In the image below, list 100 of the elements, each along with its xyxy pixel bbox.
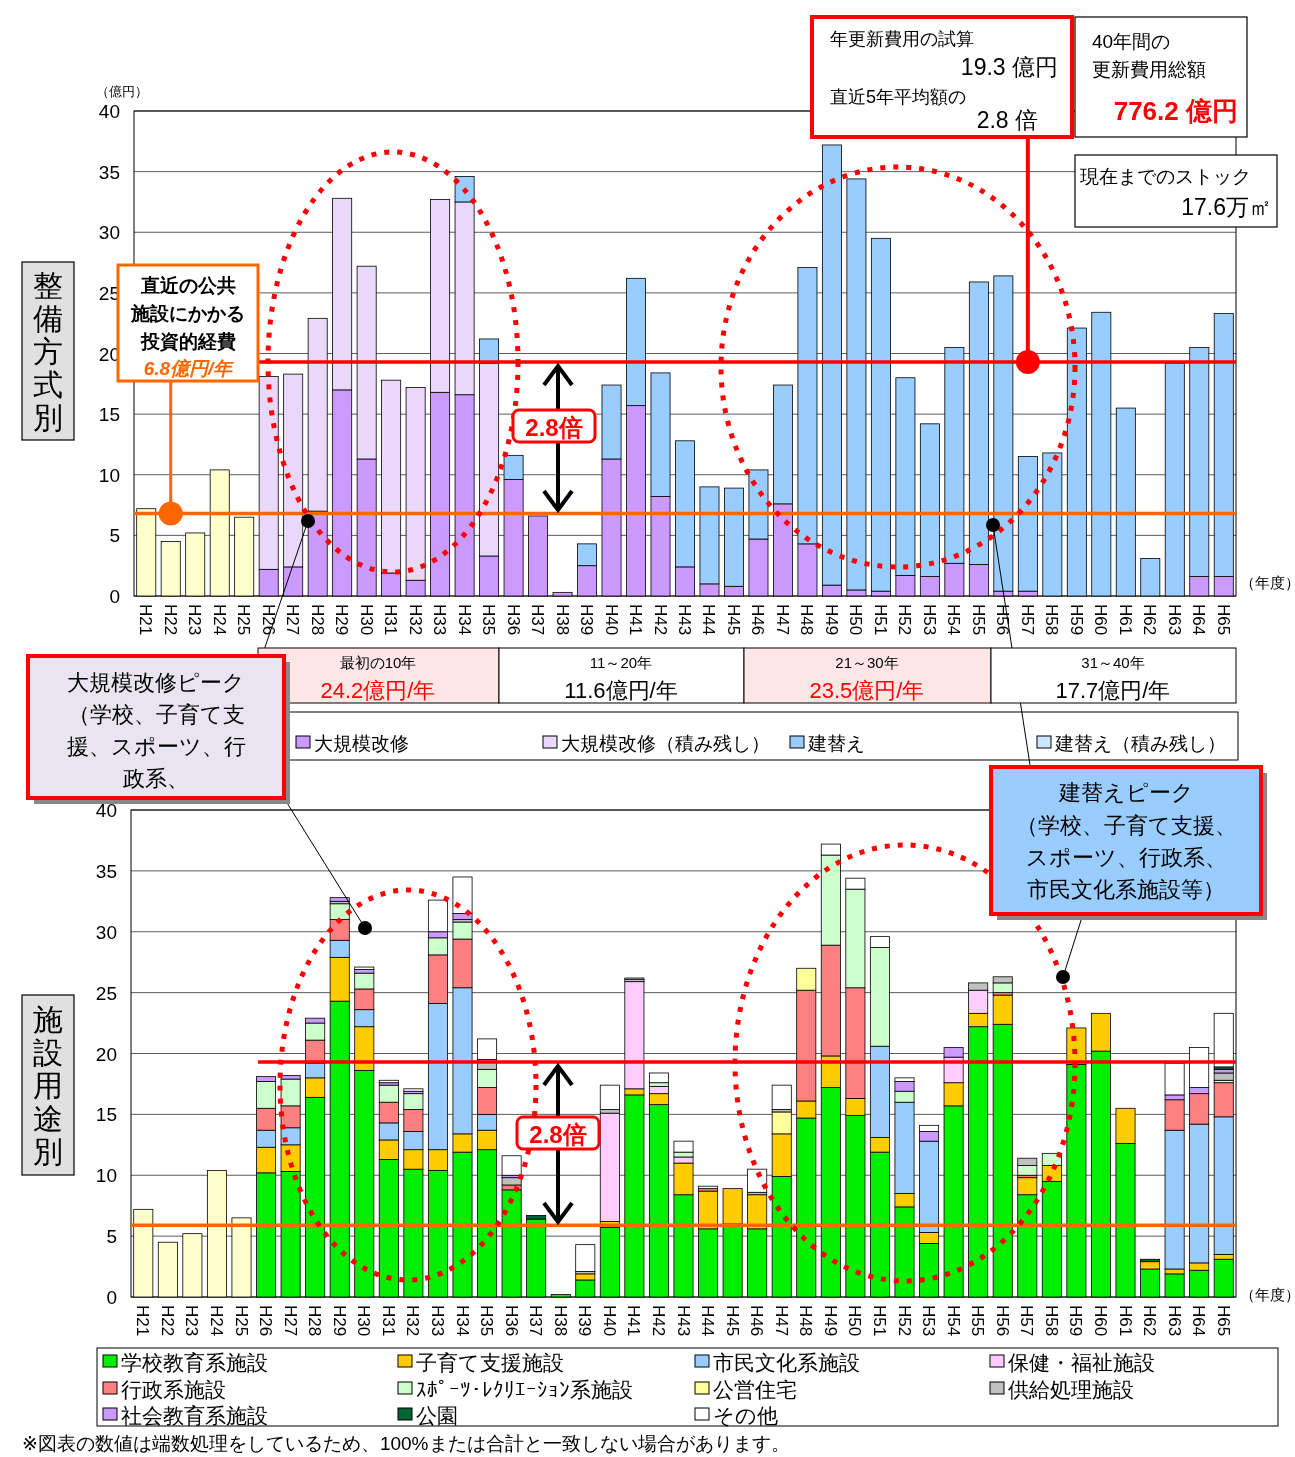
legend-label: 公園	[416, 1403, 458, 1427]
text: （年度）	[1240, 1286, 1295, 1303]
x-tick-label: H38	[550, 1305, 570, 1337]
x-tick-label: H21	[136, 604, 156, 636]
x-tick-label: H65	[1213, 604, 1233, 636]
legend-label: その他	[713, 1403, 778, 1427]
y-axis-title: 施設用途別	[33, 1002, 63, 1168]
x-tick-label: H38	[552, 604, 572, 636]
x-tick-label: H27	[283, 604, 303, 636]
text: 大規模改修ピーク	[67, 670, 245, 695]
text: ※図表の数値は端数処理をしているため、100%または合計と一致しない場合があります。	[22, 1433, 790, 1454]
x-tick-label: H22	[160, 604, 180, 636]
x-tick-label: H25	[231, 1305, 251, 1337]
x-tick-label: H31	[381, 604, 401, 636]
x-tick-label: H53	[919, 604, 939, 636]
y-tick-label: 0	[109, 586, 120, 607]
annotation: （学校、子育て支援、スポーツ、行政系、市民文化系施設等）	[1015, 813, 1237, 902]
y-tick-label: 40	[98, 101, 120, 122]
y-tick-label: 5	[109, 525, 120, 547]
text: （学校、子育て支援、スポーツ、行政系、	[66, 702, 246, 791]
x-tick-label: H51	[869, 1305, 889, 1337]
legend-label: 公営住宅	[713, 1377, 797, 1401]
y-tick-label: 0	[106, 1287, 117, 1308]
y-tick-label: 30	[98, 222, 120, 244]
x-tick-label: H34	[454, 604, 474, 636]
text: （億円）	[96, 84, 148, 99]
x-tick-label: H46	[747, 1305, 767, 1337]
x-tick-label: H63	[1164, 1305, 1184, 1337]
y-tick-label: 10	[95, 1165, 117, 1187]
legend-label: 行政系施設	[121, 1377, 226, 1401]
y-tick-label: 5	[106, 1226, 117, 1248]
y-tick-label: 20	[95, 1043, 117, 1065]
x-tick-label: H65	[1213, 1305, 1233, 1337]
annotation: 2.8倍	[529, 1121, 587, 1148]
x-tick-label: H39	[577, 604, 597, 636]
text: 最初の10年	[339, 654, 417, 671]
y-tick-label: 40	[95, 800, 117, 821]
x-tick-label: H26	[258, 604, 278, 636]
legend-label: 社会教育系施設	[121, 1403, 268, 1427]
text: 31～40年	[1081, 654, 1145, 671]
x-tick-label: H58	[1041, 1305, 1061, 1337]
text: 11.6億円/年	[564, 678, 678, 703]
x-tick-label: H44	[699, 604, 719, 636]
y-tick-label: 15	[95, 1104, 117, 1126]
annotation: 現在までのストック	[1080, 166, 1251, 187]
annotation: 施設にかかる	[130, 303, 245, 324]
x-tick-label: H62	[1140, 604, 1160, 636]
x-tick-label: H61	[1115, 604, 1135, 636]
x-tick-label: H37	[526, 1305, 546, 1337]
annotation: 2.8 倍	[976, 107, 1038, 133]
legend-label: 子育て支援施設	[416, 1350, 564, 1374]
text: 年更新費用の試算	[830, 29, 974, 49]
x-tick-label: H42	[650, 604, 670, 636]
x-tick-label: H41	[626, 604, 646, 636]
x-tick-label: H57	[1017, 604, 1037, 636]
x-tick-label: H64	[1189, 604, 1209, 636]
x-tick-label: H31	[378, 1305, 398, 1337]
x-tick-label: H55	[968, 604, 988, 636]
annotation: 2.8倍	[525, 414, 583, 441]
text: 19.3 億円	[960, 54, 1058, 80]
annotation: 投資的経費	[139, 331, 236, 352]
x-tick-label: H35	[479, 604, 499, 636]
x-tick-label: H28	[307, 604, 327, 636]
y-tick-label: 35	[95, 860, 117, 882]
x-tick-label: H63	[1164, 604, 1184, 636]
x-tick-label: H47	[771, 1305, 791, 1337]
x-tick-label: H43	[673, 1305, 693, 1337]
x-tick-label: H51	[870, 604, 890, 636]
x-tick-label: H54	[944, 604, 964, 636]
x-tick-label: H45	[722, 1305, 742, 1337]
text: 更新費用総額	[1092, 59, 1206, 80]
x-tick-label: H23	[182, 1305, 202, 1337]
x-tick-label: H62	[1140, 1305, 1160, 1337]
x-tick-label: H50	[846, 604, 866, 636]
x-tick-label: H46	[748, 604, 768, 636]
x-tick-label: H48	[796, 1305, 816, 1337]
x-tick-label: H58	[1042, 604, 1062, 636]
x-tick-label: H24	[206, 1305, 226, 1337]
x-tick-label: H21	[133, 1305, 153, 1337]
x-tick-label: H35	[477, 1305, 497, 1337]
y-tick-label: 15	[98, 404, 120, 426]
text: 24.2億円/年	[320, 678, 436, 703]
x-tick-label: H45	[723, 604, 743, 636]
legend-label: ｽﾎﾟｰﾂ･ﾚｸﾘｴｰｼｮﾝ系施設	[416, 1377, 633, 1401]
legend-label: 建替え（積み残し）	[1054, 733, 1226, 755]
x-tick-label: H29	[329, 1305, 349, 1337]
x-tick-label: H30	[356, 604, 376, 636]
x-tick-label: H52	[895, 604, 915, 636]
x-tick-label: H30	[354, 1305, 374, 1337]
x-tick-label: H52	[894, 1305, 914, 1337]
text: 建替えピーク	[1057, 780, 1194, 805]
text: 21～30年	[835, 654, 899, 671]
x-tick-label: H42	[648, 1305, 668, 1337]
x-tick-label: H23	[185, 604, 205, 636]
x-tick-label: H25	[234, 604, 254, 636]
legend-label: 供給処理施設	[1008, 1377, 1134, 1401]
x-tick-label: H61	[1115, 1305, 1135, 1337]
annotation: 直近の公共	[139, 275, 236, 296]
x-tick-label: H55	[968, 1305, 988, 1337]
x-tick-label: H64	[1189, 1305, 1209, 1337]
